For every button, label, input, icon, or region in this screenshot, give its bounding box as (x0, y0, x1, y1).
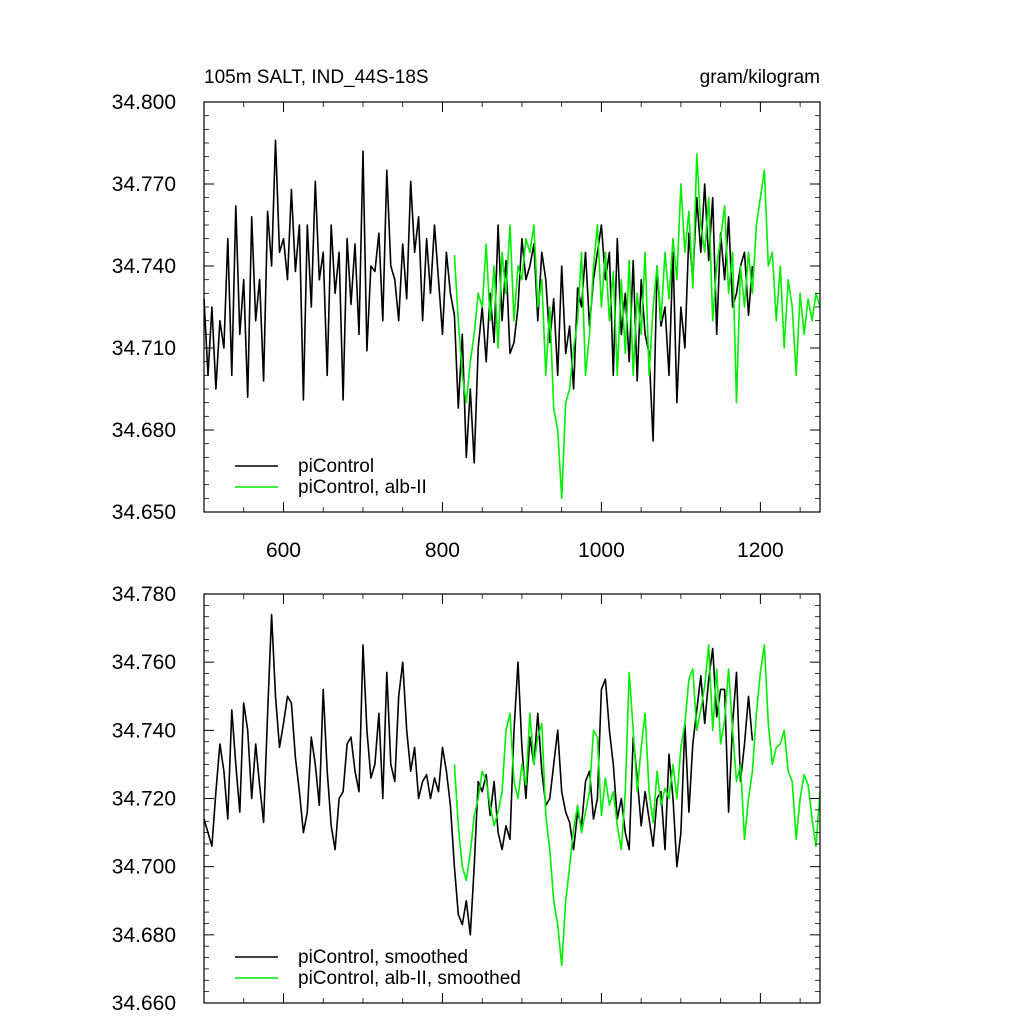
y-tick-label: 34.760 (112, 651, 176, 674)
series-line-picontrol (203, 139, 754, 464)
chart-units: gram/kilogram (700, 67, 820, 88)
legend-label: piControl (298, 456, 374, 477)
top-panel: 34.650 34.680 34.710 34.740 34.770 34.800 600 8… (112, 91, 821, 562)
y-tick-label: 34.740 (112, 255, 176, 278)
bottom-panel: 34.660 34.680 34.700 34.720 34.740 34.760 34.7… (112, 583, 821, 1015)
legend-label: piControl, alb-II (298, 477, 427, 498)
y-tick-label: 34.700 (112, 856, 176, 879)
legend-label: piControl, smoothed (298, 947, 468, 968)
y-tick-label: 34.680 (112, 924, 176, 947)
x-tick-label: 1200 (737, 539, 784, 562)
y-tick-label: 34.800 (112, 91, 176, 114)
x-tick-label: 800 (425, 539, 460, 562)
y-tick-label: 34.780 (112, 583, 176, 606)
y-tick-label: 34.720 (112, 788, 176, 811)
chart-title: 105m SALT, IND_44S-18S (204, 67, 429, 88)
y-tick-label: 34.770 (112, 173, 176, 196)
legend-label: piControl, alb-II, smoothed (298, 968, 521, 989)
y-tick-label: 34.710 (112, 337, 176, 360)
series-line-picontrol (203, 613, 754, 936)
series-line-alb-ii (453, 153, 821, 500)
plot-frame (203, 101, 821, 513)
y-tick-label: 34.740 (112, 719, 176, 742)
y-tick-label: 34.650 (112, 501, 176, 524)
series-line-alb-ii (453, 644, 821, 967)
x-tick-label: 1000 (578, 539, 625, 562)
y-tick-label: 34.660 (112, 992, 176, 1015)
x-tick-label: 600 (266, 539, 301, 562)
y-tick-label: 34.680 (112, 419, 176, 442)
